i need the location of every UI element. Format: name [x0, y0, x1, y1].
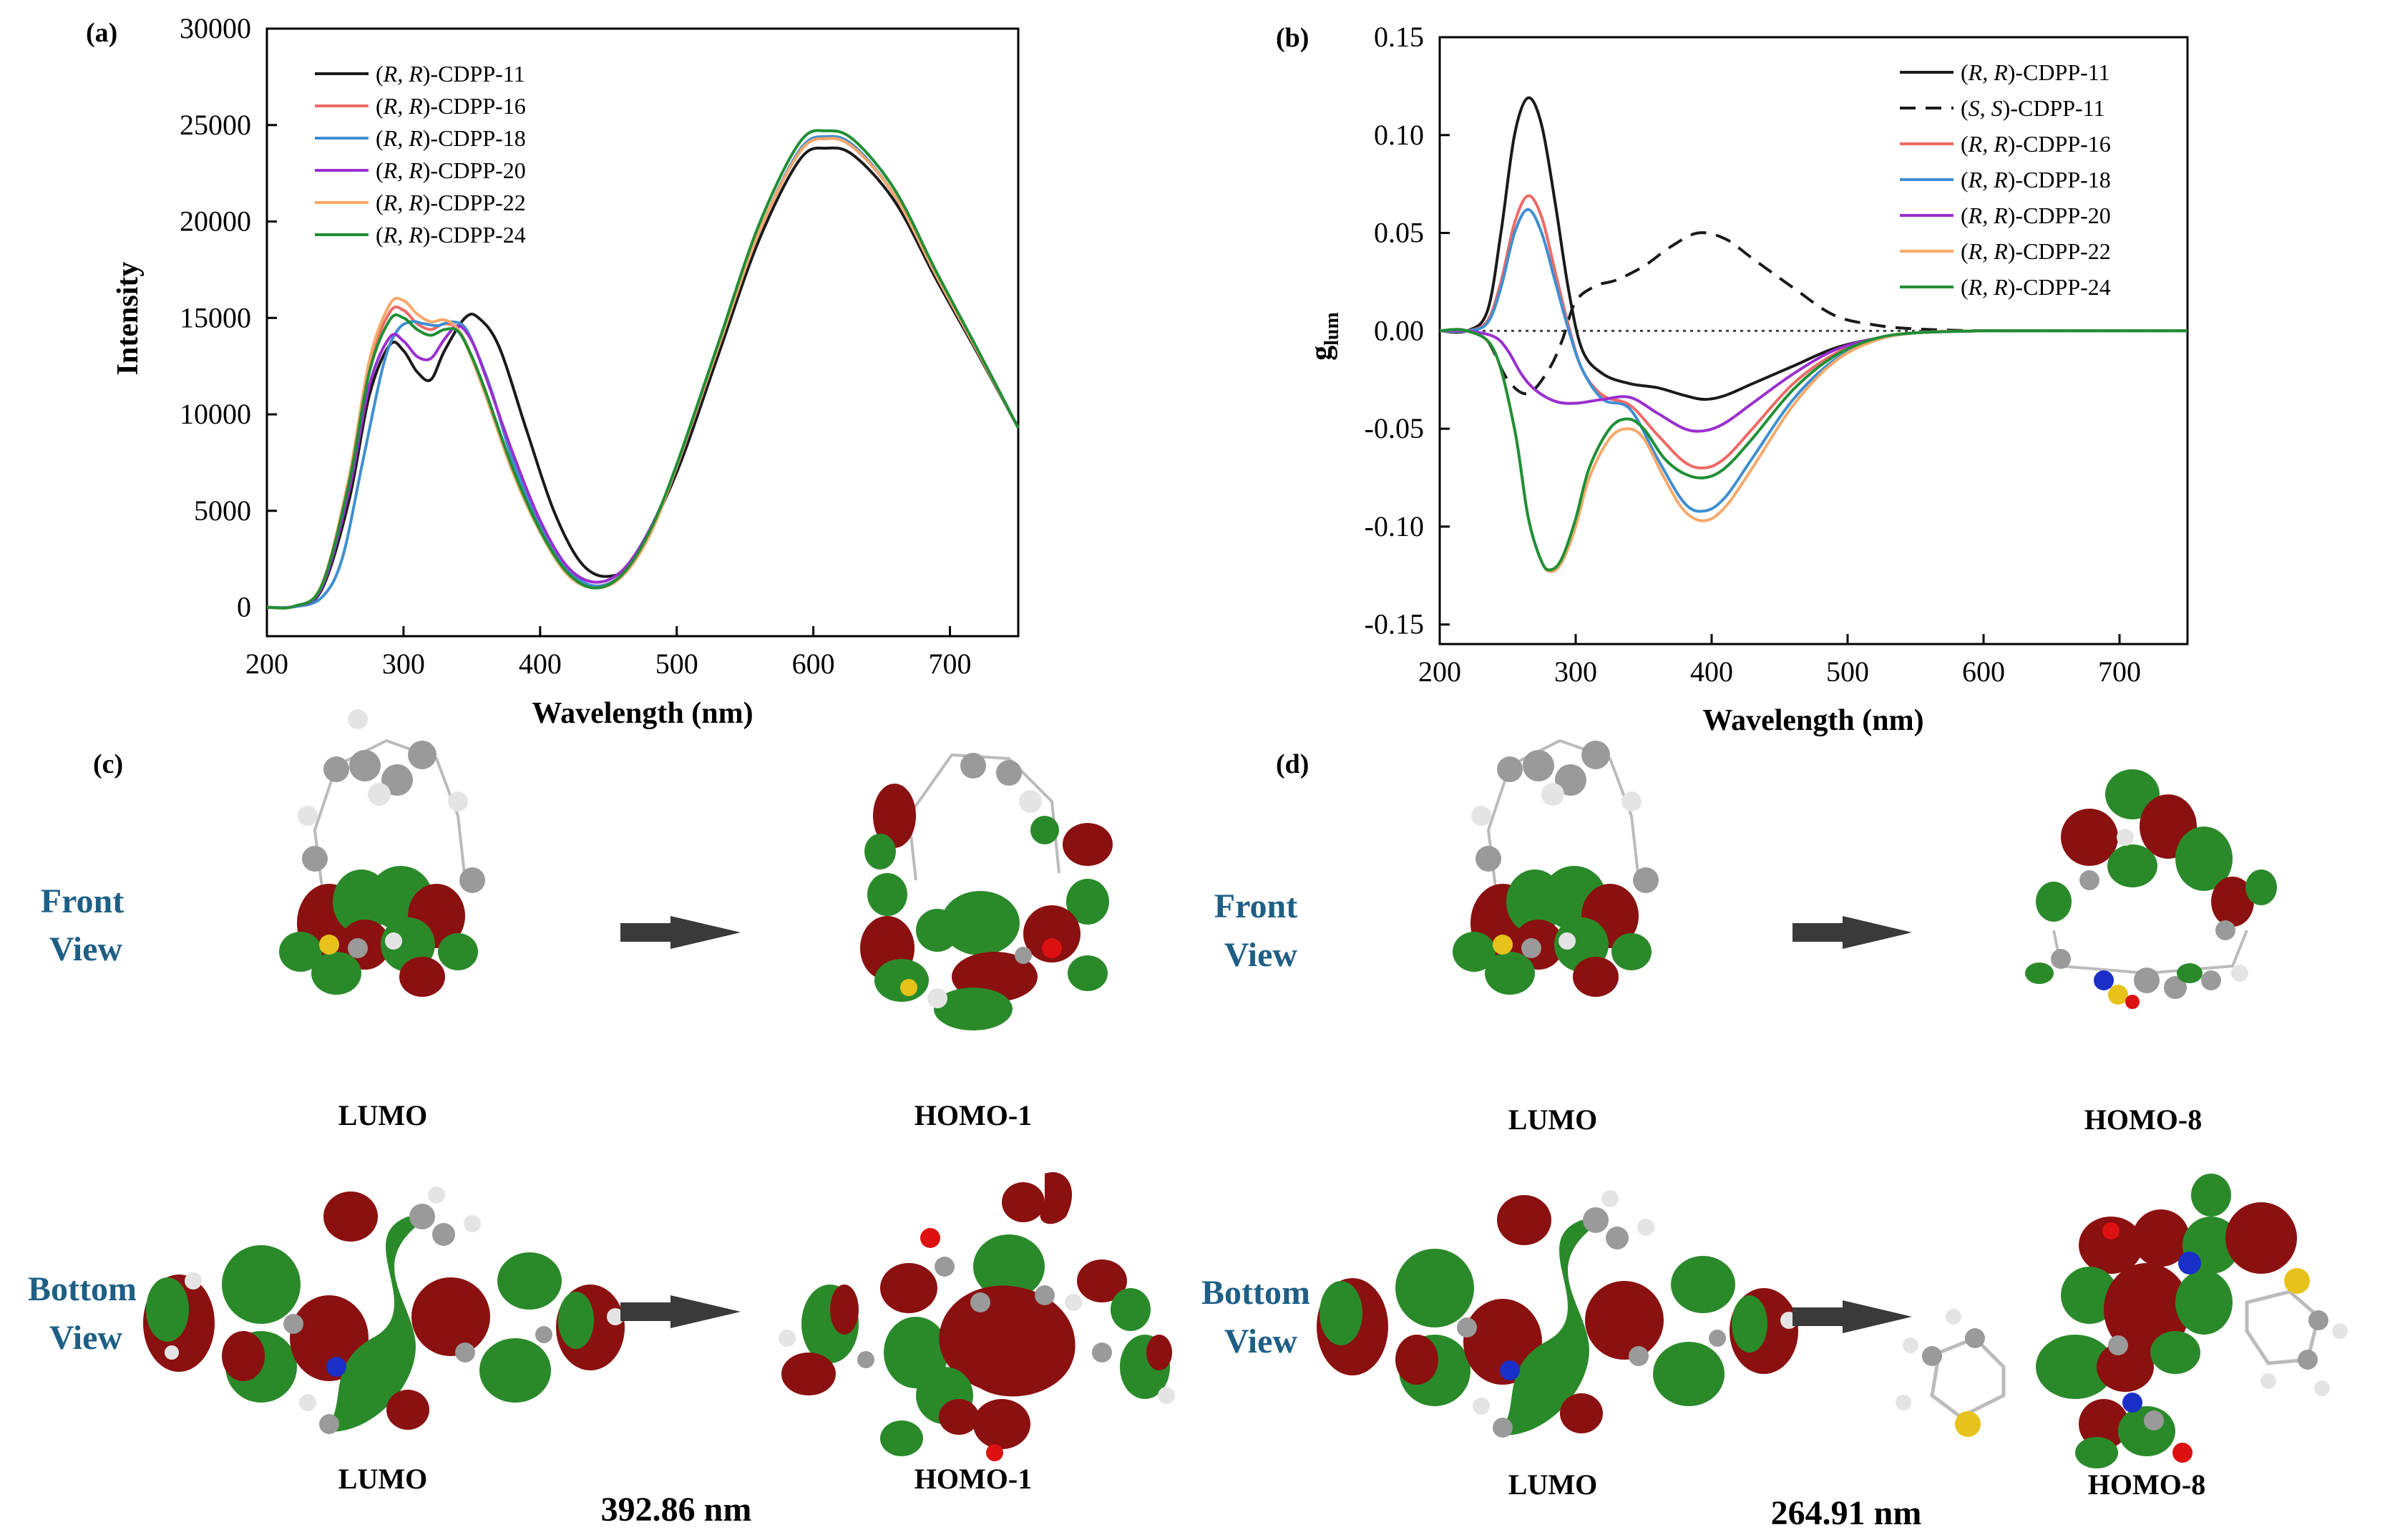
- orbital-image-d-bottom-lumo: [1317, 1190, 1798, 1438]
- bottom-view-label-2: View: [1224, 1322, 1298, 1360]
- chart-b-series: [1439, 96, 2187, 573]
- panel-c: (c) Front View Bottom View: [28, 709, 1175, 1529]
- arrow-icon: [620, 916, 741, 949]
- chart-a-ytick-label: 10000: [180, 398, 251, 430]
- orbital-image-d-front-homo: [2025, 769, 2277, 1009]
- panel-a-label: (a): [86, 18, 117, 48]
- chart-a-ytick-label: 25000: [180, 109, 251, 141]
- bottom-view-label: Bottom: [28, 1270, 137, 1308]
- chart-a-series-line: [266, 146, 1020, 610]
- caption-c-front-lumo: LUMO: [338, 1099, 427, 1131]
- front-view-label: Front: [1214, 887, 1297, 925]
- chart-b-xtick-label: 500: [1826, 656, 1869, 688]
- chart-b-xtick-label: 600: [1962, 656, 2005, 688]
- chart-b-xlabel: Wavelength (nm): [1702, 704, 1923, 737]
- arrow-icon: [1792, 916, 1912, 949]
- chart-b-ylabel: glum: [1305, 312, 1343, 361]
- chart-b-ticks: 200 300 400 500 600 700 -0.15 -0.10 -0.05 0.00 0.0…: [1365, 21, 2141, 688]
- orbital-image-c-bottom-lumo: [143, 1186, 625, 1434]
- chart-b-legend-label: (R, R)-CDPP-24: [1961, 274, 2111, 300]
- chart-a-ytick-label: 20000: [180, 205, 251, 238]
- panel-c-label: (c): [93, 749, 123, 779]
- chart-b-legend-label: (R, R)-CDPP-20: [1961, 203, 2111, 228]
- chart-a-ytick-label: 30000: [180, 12, 251, 44]
- caption-d-front-lumo: LUMO: [1508, 1103, 1597, 1136]
- chart-b-xtick-label: 400: [1690, 656, 1733, 688]
- orbital-image-c-front-lumo: [279, 709, 485, 997]
- chart-b-xtick-label: 700: [2098, 656, 2141, 688]
- chart-b-xtick-label: 200: [1418, 656, 1461, 688]
- orbital-image-d-bottom-homo: [1896, 1174, 2348, 1468]
- caption-c-bottom-lumo: LUMO: [338, 1463, 427, 1495]
- chart-b-ytick-label: 0.10: [1374, 119, 1424, 151]
- orbital-image-c-bottom-homo: [779, 1172, 1175, 1461]
- front-view-label-2: View: [1224, 936, 1298, 974]
- chart-a-xtick-label: 600: [792, 648, 835, 680]
- chart-a-legend-label: (R, R)-CDPP-24: [376, 222, 526, 248]
- chart-a-series: [266, 129, 1020, 610]
- orbital-image-c-front-homo: [860, 753, 1113, 1030]
- chart-b-xtick-label: 300: [1554, 656, 1597, 688]
- panel-d: (d) Front View Bottom View: [1201, 739, 2348, 1532]
- chart-a-ticks: 200 300 400 500 600 700 0 5000 10000 15000 20000 25…: [180, 12, 972, 680]
- front-view-label-2: View: [49, 930, 123, 968]
- transition-wavelength-d: 264.91 nm: [1771, 1494, 1922, 1532]
- chart-b-ytick-label: 0.05: [1374, 217, 1424, 249]
- chart-a-xtick-label: 700: [929, 648, 972, 680]
- caption-d-front-homo: HOMO-8: [2084, 1103, 2202, 1136]
- chart-b-frame: [1438, 36, 2189, 645]
- chart-b-legend-label: (R, R)-CDPP-16: [1961, 131, 2111, 157]
- chart-a-legend: (R, R)-CDPP-11 (R, R)-CDPP-16 (R, R)-CDPP-…: [315, 61, 526, 248]
- chart-a-xtick-label: 300: [382, 648, 425, 680]
- chart-a: (a) 200 300 400 500 600 700050001000015000200…: [86, 12, 1020, 730]
- chart-b: (b) 200 300 400 500 600 700 -0.15 -0.10 -0.05 0.0…: [1276, 21, 2189, 737]
- chart-b-series-line: [1439, 328, 2187, 572]
- chart-b-legend: (R, R)-CDPP-11 (S, S)-CDPP-11 (R, R)-CDPP-…: [1900, 59, 2111, 300]
- chart-a-xtick-label: 400: [519, 648, 562, 680]
- chart-a-xlabel: Wavelength (nm): [532, 697, 753, 730]
- front-view-label: Front: [41, 882, 124, 920]
- chart-a-xtick-label: 200: [245, 648, 288, 680]
- caption-c-bottom-homo: HOMO-1: [914, 1463, 1032, 1495]
- chart-a-legend-label: (R, R)-CDPP-16: [376, 93, 526, 119]
- chart-a-legend-label: (R, R)-CDPP-20: [376, 157, 526, 183]
- panel-b-label: (b): [1276, 23, 1309, 53]
- chart-a-ylabel: Intensity: [112, 262, 145, 376]
- chart-b-legend-label: (S, S)-CDPP-11: [1961, 95, 2104, 121]
- chart-a-legend-label: (R, R)-CDPP-18: [376, 125, 526, 151]
- chart-a-legend-label: (R, R)-CDPP-22: [376, 190, 526, 215]
- chart-b-ylabel-sub: lum: [1321, 312, 1343, 346]
- orbital-image-d-front-lumo: [1453, 739, 1659, 997]
- chart-b-ytick-label: 0.15: [1374, 21, 1424, 53]
- chart-b-legend-label: (R, R)-CDPP-11: [1961, 59, 2110, 85]
- chart-b-series-line: [1439, 231, 2187, 396]
- caption-d-bottom-homo: HOMO-8: [2088, 1468, 2205, 1501]
- chart-b-ytick-label: -0.15: [1365, 608, 1424, 640]
- chart-b-ytick-label: -0.05: [1365, 412, 1424, 444]
- chart-a-xtick-label: 500: [655, 648, 698, 680]
- chart-a-legend-label: (R, R)-CDPP-11: [376, 61, 525, 87]
- chart-a-ytick-label: 0: [237, 591, 251, 623]
- bottom-view-label: Bottom: [1201, 1274, 1310, 1312]
- chart-a-ytick-label: 15000: [180, 301, 251, 333]
- chart-a-frame: [265, 27, 1020, 638]
- chart-b-ytick-label: -0.10: [1365, 510, 1424, 542]
- transition-wavelength-c: 392.86 nm: [601, 1491, 752, 1529]
- bottom-view-label-2: View: [49, 1319, 123, 1357]
- chart-b-legend-label: (R, R)-CDPP-22: [1961, 238, 2111, 264]
- chart-a-series-line: [266, 129, 1020, 610]
- chart-b-legend-label: (R, R)-CDPP-18: [1961, 167, 2111, 192]
- chart-b-ytick-label: 0.00: [1374, 314, 1424, 346]
- caption-d-bottom-lumo: LUMO: [1508, 1468, 1597, 1501]
- arrow-icon: [1792, 1300, 1912, 1333]
- chart-b-ylabel-main: g: [1305, 346, 1338, 361]
- caption-c-front-homo: HOMO-1: [914, 1099, 1032, 1131]
- panel-d-label: (d): [1276, 749, 1309, 779]
- chart-a-ytick-label: 5000: [194, 494, 251, 527]
- arrow-icon: [620, 1295, 741, 1328]
